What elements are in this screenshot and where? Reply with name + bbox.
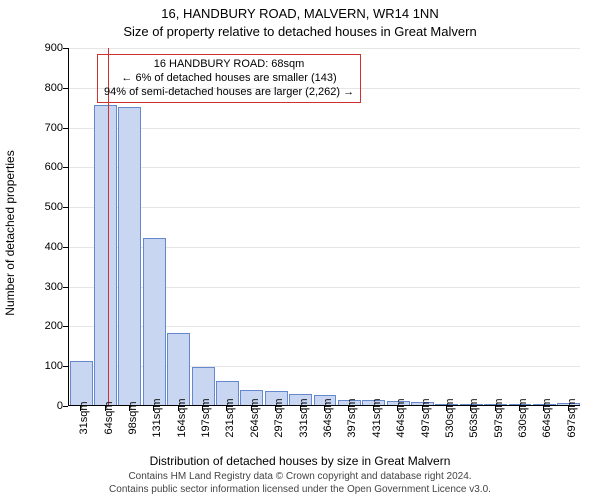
gridline: [69, 167, 580, 168]
xtick-label: 31sqm: [78, 401, 90, 434]
annotation-box: 16 HANDBURY ROAD: 68sqm← 6% of detached …: [97, 54, 361, 103]
xtick-label: 664sqm: [541, 398, 553, 437]
chart-container: 16, HANDBURY ROAD, MALVERN, WR14 1NN Siz…: [0, 0, 600, 500]
xtick-label: 297sqm: [273, 398, 285, 437]
ytick-mark: [63, 88, 68, 89]
ytick-label: 300: [33, 281, 63, 293]
xtick-label: 630sqm: [517, 398, 529, 437]
annotation-line: 94% of semi-detached houses are larger (…: [104, 86, 354, 100]
ytick-mark: [63, 128, 68, 129]
bar: [70, 361, 93, 405]
footer-attribution: Contains HM Land Registry data © Crown c…: [10, 471, 590, 496]
footer-line1: Contains HM Land Registry data © Crown c…: [10, 471, 590, 484]
xtick-label: 164sqm: [176, 398, 188, 437]
ytick-mark: [63, 366, 68, 367]
xtick-label: 397sqm: [346, 398, 358, 437]
y-axis-label: Number of detached properties: [3, 150, 17, 315]
annotation-line: ← 6% of detached houses are smaller (143…: [104, 72, 354, 86]
ytick-mark: [63, 48, 68, 49]
chart-title-line2: Size of property relative to detached ho…: [0, 24, 600, 39]
xtick-label: 497sqm: [420, 398, 432, 437]
ytick-mark: [63, 247, 68, 248]
xtick-label: 697sqm: [566, 398, 578, 437]
gridline: [69, 48, 580, 49]
xtick-label: 464sqm: [395, 398, 407, 437]
ytick-mark: [63, 287, 68, 288]
gridline: [69, 207, 580, 208]
xtick-label: 530sqm: [444, 398, 456, 437]
xtick-label: 264sqm: [249, 398, 261, 437]
annotation-line: 16 HANDBURY ROAD: 68sqm: [104, 58, 354, 72]
plot-area: 16 HANDBURY ROAD: 68sqm← 6% of detached …: [68, 48, 580, 406]
xtick-label: 64sqm: [103, 401, 115, 434]
ytick-label: 100: [33, 360, 63, 372]
bar: [118, 107, 141, 405]
ytick-mark: [63, 406, 68, 407]
ytick-mark: [63, 326, 68, 327]
ytick-label: 0: [33, 400, 63, 412]
xtick-label: 563sqm: [468, 398, 480, 437]
bar: [143, 238, 166, 405]
chart-title-line1: 16, HANDBURY ROAD, MALVERN, WR14 1NN: [0, 6, 600, 21]
bar: [94, 105, 117, 405]
x-axis-label: Distribution of detached houses by size …: [0, 454, 600, 468]
xtick-label: 331sqm: [298, 398, 310, 437]
xtick-label: 364sqm: [322, 398, 334, 437]
xtick-label: 597sqm: [493, 398, 505, 437]
ytick-label: 700: [33, 122, 63, 134]
ytick-label: 400: [33, 241, 63, 253]
bar: [167, 333, 190, 405]
ytick-label: 800: [33, 82, 63, 94]
ytick-mark: [63, 167, 68, 168]
gridline: [69, 128, 580, 129]
xtick-label: 231sqm: [224, 398, 236, 437]
xtick-label: 431sqm: [371, 398, 383, 437]
ytick-mark: [63, 207, 68, 208]
xtick-label: 131sqm: [151, 398, 163, 437]
xtick-label: 98sqm: [127, 401, 139, 434]
ytick-label: 900: [33, 42, 63, 54]
footer-line2: Contains public sector information licen…: [10, 484, 590, 497]
xtick-label: 197sqm: [200, 398, 212, 437]
ytick-label: 600: [33, 161, 63, 173]
ytick-label: 500: [33, 201, 63, 213]
ytick-label: 200: [33, 320, 63, 332]
